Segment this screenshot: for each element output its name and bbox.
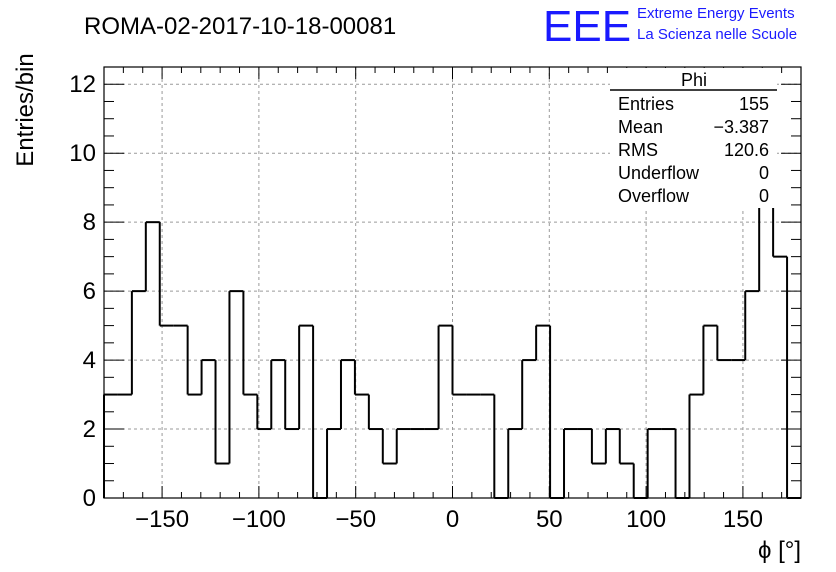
stats-row-value: 0 — [759, 186, 769, 206]
y-tick-label: 2 — [83, 416, 96, 443]
stats-row-value: 0 — [759, 163, 769, 183]
x-tick-label: 50 — [536, 506, 563, 533]
x-tick-labels: −150 −100 −50 0 50 100 150 — [135, 506, 763, 533]
eee-logo-mark: EEE — [543, 2, 631, 51]
x-tick-label: −100 — [232, 506, 286, 533]
y-tick-label: 8 — [83, 209, 96, 236]
stats-box: Phi Entries 155 Mean −3.387 RMS 120.6 Underflo… — [610, 68, 777, 208]
y-tick-label: 0 — [83, 485, 96, 512]
stats-row-value: −3.387 — [713, 117, 769, 137]
eee-logo: EEE Extreme Energy Events La Scienza nel… — [543, 2, 797, 51]
eee-logo-line1: Extreme Energy Events — [637, 5, 795, 22]
plot-frame — [103, 66, 802, 499]
y-tick-label: 6 — [83, 278, 96, 305]
stats-box-title: Phi — [681, 70, 707, 90]
eee-logo-line2: La Scienza nelle Scuole — [637, 26, 797, 43]
y-tick-label: 4 — [83, 347, 96, 374]
run-title: ROMA-02-2017-10-18-00081 — [84, 13, 396, 40]
x-tick-label: 150 — [723, 506, 763, 533]
stats-row-label: Overflow — [618, 186, 690, 206]
stats-row-value: 155 — [739, 94, 769, 114]
stats-row-label: Mean — [618, 117, 663, 137]
stats-row-label: RMS — [618, 140, 658, 160]
y-tick-label: 10 — [69, 140, 96, 167]
axis-ticks — [104, 67, 801, 498]
x-tick-label: 100 — [626, 506, 666, 533]
x-tick-label: −50 — [335, 506, 376, 533]
stats-box-bg — [610, 68, 777, 208]
stats-row-label: Entries — [618, 94, 674, 114]
stats-row-value: 120.6 — [724, 140, 769, 160]
x-tick-label: 0 — [446, 506, 459, 533]
y-tick-label: 12 — [69, 71, 96, 98]
y-axis-label: Entries/bin — [12, 53, 39, 166]
x-axis-label: ϕ [°] — [758, 537, 801, 564]
stats-rows: Entries 155 Mean −3.387 RMS 120.6 Underflow 0 Ov… — [618, 94, 769, 206]
x-tick-label: −150 — [135, 506, 189, 533]
stats-row-label: Underflow — [618, 163, 700, 183]
y-tick-labels: 0 2 4 6 8 10 12 — [69, 71, 96, 512]
